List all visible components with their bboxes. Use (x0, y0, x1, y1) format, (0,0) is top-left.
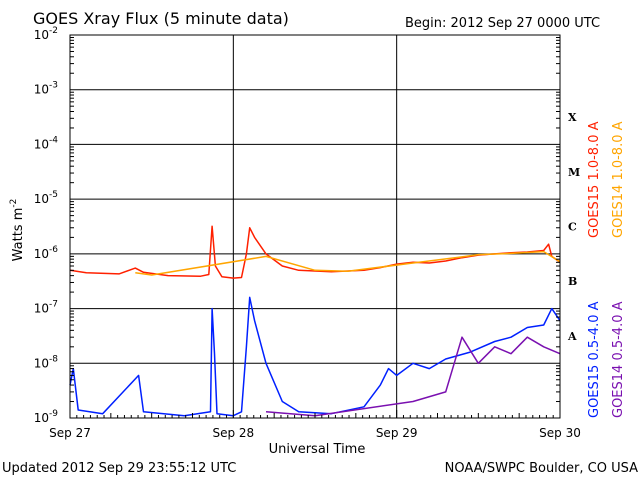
y-axis-label-group: Watts m-2 (9, 199, 26, 262)
legend-layer: GOES15 1.0-8.0 A GOES14 1.0-8.0 A GOES15 0… (587, 121, 626, 418)
flare-class-label: M (568, 166, 580, 179)
y-tick-label-base: 10 (34, 137, 49, 151)
y-tick-label: 10-4 (34, 135, 59, 151)
plot-frame (69, 34, 561, 419)
y-tick-label: 10-2 (34, 26, 58, 42)
legend-entry-label: GOES15 1.0-8.0 A (587, 121, 602, 238)
y-tick-label: 10-5 (34, 190, 58, 206)
y-tick-label-sup: -2 (49, 26, 58, 36)
y-tick-label-sup: -4 (49, 135, 58, 145)
y-axis-label-base: Watts m (11, 208, 26, 262)
x-tick-label: Sep 30 (539, 426, 581, 440)
y-tick-label: 10-3 (34, 81, 58, 97)
series-line (135, 250, 561, 276)
x-tick-label: Sep 27 (49, 426, 91, 440)
x-axis-label: Universal Time (269, 442, 366, 457)
y-axis-label: Watts m-2 (9, 199, 26, 262)
y-tick-label: 10-9 (34, 409, 59, 425)
y-tick-label: 10-6 (34, 245, 59, 261)
y-tick-label-base: 10 (34, 302, 49, 316)
y-tick-label-base: 10 (34, 28, 49, 42)
y-axis-label-sup: -2 (9, 199, 19, 208)
chart-title: GOES Xray Flux (5 minute data) (33, 9, 289, 28)
begin-time-label: Begin: 2012 Sep 27 0000 UTC (405, 16, 600, 31)
y-tick-label: 10-7 (34, 300, 58, 316)
legend-entry-label: GOES15 0.5-4.0 A (587, 301, 602, 418)
y-tick-label: 10-8 (34, 354, 59, 370)
y-tick-label-sup: -6 (49, 245, 58, 255)
legend-entry: GOES14 0.5-4.0 A (611, 301, 626, 418)
data-layer (69, 225, 561, 417)
flare-class-label: A (567, 330, 577, 343)
y-tick-label-base: 10 (34, 192, 49, 206)
series-line (265, 336, 561, 417)
legend-entry: GOES15 0.5-4.0 A (587, 301, 602, 418)
legend-entry: GOES15 1.0-8.0 A (587, 121, 602, 238)
x-tick-label: Sep 29 (376, 426, 418, 440)
flare-class-label: B (568, 275, 577, 288)
y-tick-label-sup: -5 (49, 190, 58, 200)
grid-layer (70, 34, 560, 419)
y-tick-label-sup: -3 (49, 81, 58, 91)
y-tick-label-sup: -9 (49, 409, 58, 419)
legend-entry-label: GOES14 1.0-8.0 A (611, 121, 626, 238)
x-tick-label: Sep 28 (212, 426, 254, 440)
flare-class-label: C (568, 221, 577, 234)
updated-timestamp: Updated 2012 Sep 29 23:55:12 UTC (2, 461, 236, 476)
y-tick-label-base: 10 (34, 247, 49, 261)
series-line (69, 296, 561, 417)
flare-class-label: X (568, 111, 577, 124)
y-tick-label-sup: -7 (49, 300, 58, 310)
y-tick-label-base: 10 (34, 356, 49, 370)
legend-entry: GOES14 1.0-8.0 A (611, 121, 626, 238)
y-tick-label-base: 10 (34, 411, 49, 425)
legend-entry-label: GOES14 0.5-4.0 A (611, 301, 626, 418)
credit-label: NOAA/SWPC Boulder, CO USA (445, 461, 638, 476)
y-tick-label-sup: -8 (49, 354, 58, 364)
y-tick-label-base: 10 (34, 83, 49, 97)
